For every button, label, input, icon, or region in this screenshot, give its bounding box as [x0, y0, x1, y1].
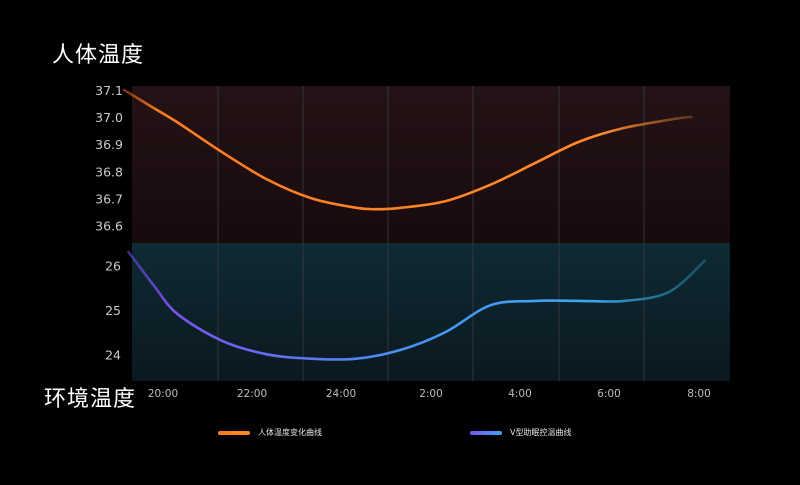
x-tick-label: 24:00 — [326, 388, 356, 400]
v-curve-series-line — [127, 250, 706, 361]
x-axis: 20:00 22:00 24:00 2:00 4:00 6:00 8:00 — [148, 388, 711, 400]
x-tick-label: 6:00 — [597, 388, 621, 400]
y-tick-label: 25 — [105, 303, 121, 318]
x-tick-label: 20:00 — [148, 388, 178, 400]
x-tick-label: 2:00 — [419, 388, 443, 400]
y-tick-label: 26 — [105, 258, 121, 273]
x-tick-label: 22:00 — [237, 388, 267, 400]
top-panel-bg — [132, 86, 730, 243]
x-tick-label: 8:00 — [687, 388, 711, 400]
legend-item-body-temp: 人体温度变化曲线 — [218, 427, 322, 438]
y-tick-label: 36.9 — [95, 137, 123, 152]
x-tick-label: 4:00 — [508, 388, 532, 400]
legend-swatch-v-curve — [470, 430, 502, 435]
body-temp-title: 人体温度 — [52, 43, 145, 68]
gridlines — [217, 86, 645, 381]
top-y-axis: 37.1 37.0 36.9 36.8 36.7 36.6 — [95, 83, 123, 233]
legend-item-v-curve: V型助眠控温曲线 — [470, 427, 571, 438]
ambient-temp-title: 环境温度 — [44, 387, 137, 412]
bottom-y-axis: 26 25 24 — [105, 258, 121, 362]
y-tick-label: 36.7 — [95, 191, 123, 206]
y-tick-label: 37.0 — [95, 110, 123, 125]
y-tick-label: 37.1 — [95, 83, 123, 98]
body-temp-series-line — [122, 88, 693, 211]
bottom-panel-bg — [132, 243, 730, 381]
y-tick-label: 24 — [105, 347, 121, 362]
legend-swatch-body-temp — [218, 430, 250, 435]
y-tick-label: 36.6 — [95, 218, 123, 233]
y-tick-label: 36.8 — [95, 164, 123, 179]
legend-label-v-curve: V型助眠控温曲线 — [510, 428, 572, 437]
legend-label-body-temp: 人体温度变化曲线 — [258, 428, 322, 437]
